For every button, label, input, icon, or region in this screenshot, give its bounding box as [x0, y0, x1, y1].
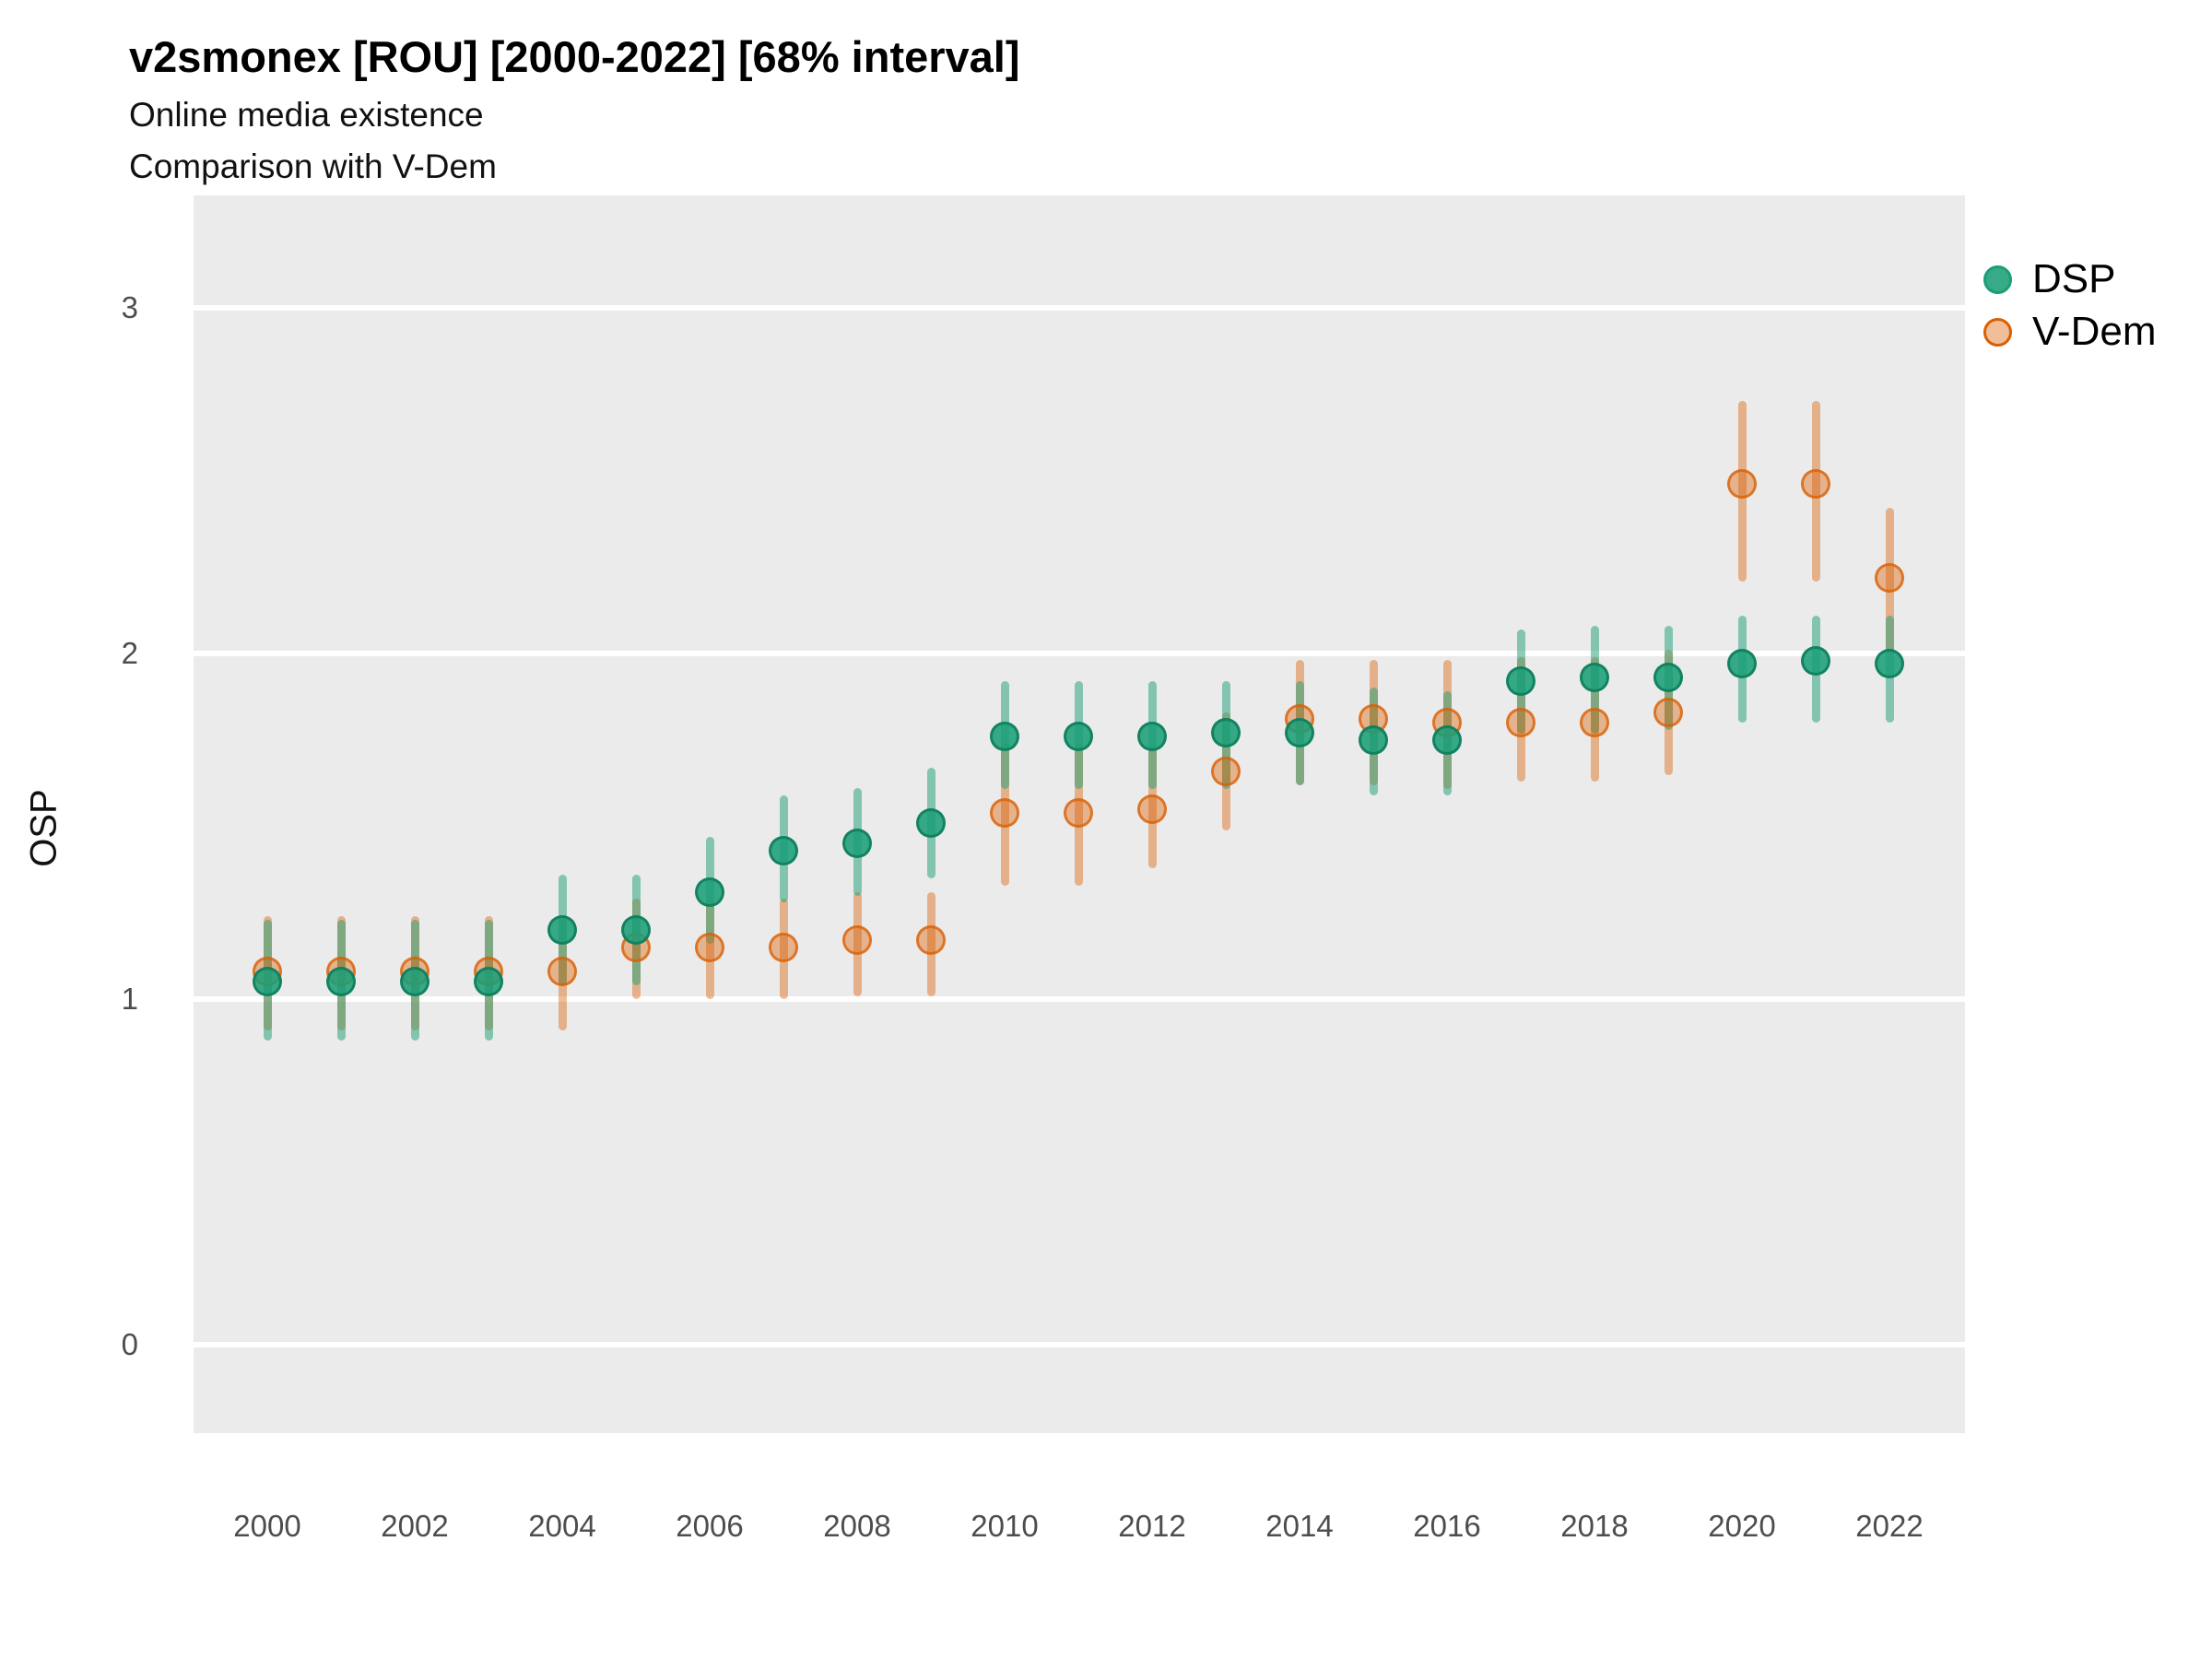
y-tick-label-3: 3: [121, 290, 138, 324]
point-vdem-2012: [1137, 794, 1167, 824]
point-dsp-2000: [253, 967, 282, 997]
y-tick-label-2: 2: [121, 636, 138, 670]
legend-item-vdem: V-Dem: [1983, 309, 2156, 355]
point-dsp-2015: [1359, 724, 1388, 755]
point-vdem-2009: [916, 925, 946, 956]
y-gridline-0: [194, 1342, 1965, 1347]
y-tick-label-0: 0: [121, 1327, 138, 1361]
point-vdem-2013: [1211, 756, 1241, 786]
point-dsp-2020: [1727, 649, 1757, 679]
point-vdem-2006: [695, 932, 724, 962]
chart-subtitle-line2: Comparison with V-Dem: [129, 147, 497, 185]
point-dsp-2012: [1137, 722, 1167, 751]
point-dsp-2018: [1580, 663, 1609, 693]
x-tick-label-2002: 2002: [381, 1509, 449, 1543]
legend-item-dsp: DSP: [1983, 256, 2115, 302]
y-tick-label-1: 1: [121, 982, 138, 1016]
point-dsp-2011: [1064, 722, 1093, 751]
y-axis-title: OSP: [23, 789, 65, 867]
chart-subtitle-line1: Online media existence: [129, 96, 484, 134]
point-vdem-2020: [1727, 469, 1757, 500]
point-dsp-2003: [474, 967, 503, 997]
point-vdem-2022: [1875, 562, 1904, 593]
point-vdem-2021: [1801, 469, 1830, 500]
chart-title: v2smonex [ROU] [2000-2022] [68% interval…: [129, 32, 1020, 81]
y-gridline-2: [194, 651, 1965, 656]
x-tick-label-2016: 2016: [1413, 1509, 1481, 1543]
point-dsp-2016: [1432, 724, 1462, 755]
x-tick-label-2018: 2018: [1560, 1509, 1629, 1543]
point-dsp-2001: [326, 967, 356, 997]
point-dsp-2021: [1801, 645, 1830, 676]
y-gridline-3: [194, 305, 1965, 311]
point-dsp-2013: [1211, 718, 1241, 748]
point-vdem-2017: [1506, 708, 1535, 737]
point-vdem-2011: [1064, 797, 1093, 828]
point-dsp-2005: [621, 915, 651, 945]
x-tick-label-2010: 2010: [971, 1509, 1039, 1543]
legend-label-dsp: DSP: [2032, 256, 2116, 301]
legend-label-vdem: V-Dem: [2032, 309, 2157, 354]
x-tick-label-2000: 2000: [233, 1509, 301, 1543]
x-tick-label-2020: 2020: [1708, 1509, 1776, 1543]
point-vdem-2004: [547, 957, 577, 986]
point-vdem-2018: [1580, 708, 1609, 737]
point-dsp-2017: [1506, 666, 1535, 696]
point-dsp-2019: [1653, 663, 1683, 693]
point-dsp-2014: [1285, 718, 1314, 748]
point-dsp-2010: [990, 722, 1019, 751]
x-tick-label-2022: 2022: [1855, 1509, 1924, 1543]
x-tick-label-2012: 2012: [1118, 1509, 1186, 1543]
x-tick-label-2004: 2004: [528, 1509, 596, 1543]
x-tick-label-2014: 2014: [1265, 1509, 1334, 1543]
point-vdem-2010: [990, 797, 1019, 828]
point-dsp-2022: [1875, 649, 1904, 679]
point-dsp-2008: [842, 829, 872, 859]
x-tick-label-2006: 2006: [676, 1509, 744, 1543]
point-dsp-2006: [695, 877, 724, 907]
point-dsp-2004: [547, 915, 577, 945]
point-dsp-2009: [916, 807, 946, 838]
point-vdem-2007: [769, 932, 798, 962]
x-tick-label-2008: 2008: [823, 1509, 891, 1543]
dsp-legend-dot-icon: [1983, 265, 2012, 294]
point-vdem-2008: [842, 925, 872, 956]
point-dsp-2007: [769, 835, 798, 865]
point-vdem-2019: [1653, 697, 1683, 727]
vdem-legend-dot-icon: [1983, 317, 2012, 347]
y-gridline-1: [194, 996, 1965, 1002]
point-dsp-2002: [400, 967, 429, 997]
